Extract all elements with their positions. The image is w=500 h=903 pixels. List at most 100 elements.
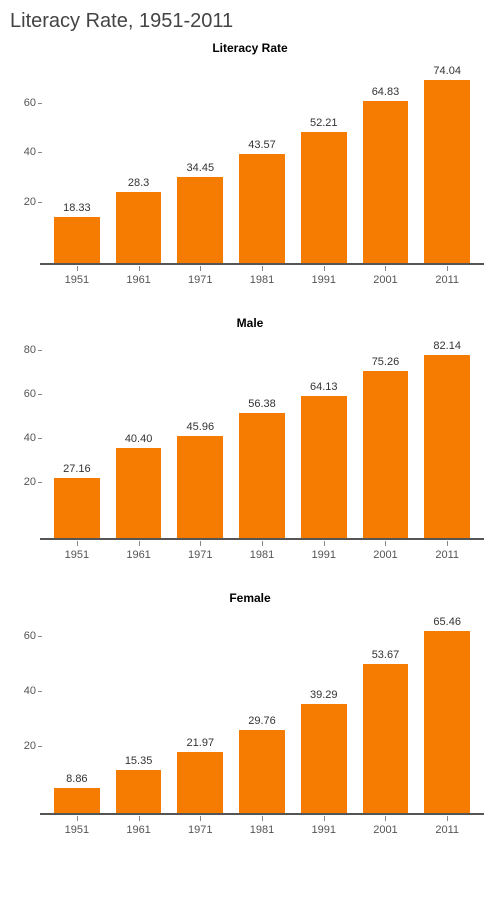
chart-plot: 20406018.3328.334.4543.5752.2164.8374.04 <box>40 65 484 265</box>
bar-slot: 74.04 <box>416 65 478 263</box>
x-axis: 1951196119711981199120012011 <box>40 265 484 286</box>
x-tick: 1961 <box>108 541 170 561</box>
y-axis: 20406080 <box>6 340 36 538</box>
bar <box>301 396 347 539</box>
bar-slot: 64.83 <box>355 65 417 263</box>
bar <box>54 788 100 813</box>
bar <box>301 132 347 263</box>
x-tick: 1991 <box>293 816 355 836</box>
x-tick: 1951 <box>46 816 108 836</box>
bar-value-label: 39.29 <box>310 689 338 701</box>
y-tick: 40 <box>6 146 36 158</box>
y-tick: 60 <box>6 630 36 642</box>
y-tick: 40 <box>6 685 36 697</box>
bar <box>116 770 162 813</box>
bar <box>424 80 470 263</box>
bar-value-label: 28.3 <box>128 177 149 189</box>
bar <box>424 355 470 538</box>
bar-slot: 27.16 <box>46 340 108 538</box>
bar <box>54 217 100 263</box>
bar-slot: 65.46 <box>416 615 478 813</box>
bar <box>424 631 470 813</box>
x-tick: 1961 <box>108 266 170 286</box>
charts-container: Literacy Rate 20 40 60 18.33 28.3 34.45 43.57 52… <box>6 41 494 836</box>
bar-slot: 75.26 <box>355 340 417 538</box>
bar <box>177 177 223 263</box>
y-tick: 40 <box>6 432 36 444</box>
bar-value-label: 52.21 <box>310 117 338 129</box>
bar <box>363 101 409 263</box>
x-tick: 2011 <box>416 541 478 561</box>
bar <box>239 154 285 263</box>
x-axis: 1951196119711981199120012011 <box>40 815 484 836</box>
bar-value-label: 82.14 <box>433 340 461 352</box>
bar-value-label: 27.16 <box>63 463 91 475</box>
bar-value-label: 45.96 <box>187 421 215 433</box>
bar-value-label: 43.57 <box>248 139 276 151</box>
x-tick: 2001 <box>355 541 417 561</box>
bar-slot: 34.45 <box>169 65 231 263</box>
bar-value-label: 75.26 <box>372 356 400 368</box>
x-tick: 1951 <box>46 541 108 561</box>
x-tick: 2001 <box>355 266 417 286</box>
bar-value-label: 56.38 <box>248 398 276 410</box>
bar-value-label: 74.04 <box>433 65 461 77</box>
chart-block: Male2040608027.1640.4045.9656.3864.1375.… <box>6 316 494 561</box>
bar-slot: 53.67 <box>355 615 417 813</box>
bar <box>54 478 100 538</box>
bar-value-label: 64.13 <box>310 381 338 393</box>
bar-slot: 82.14 <box>416 340 478 538</box>
x-tick: 1971 <box>169 541 231 561</box>
chart-block: Literacy Rate 20 40 60 18.33 28.3 34.45 43.57 52… <box>6 41 494 286</box>
y-tick: 20 <box>6 196 36 208</box>
x-tick: 2001 <box>355 816 417 836</box>
bar <box>177 436 223 538</box>
bar-slot: 52.21 <box>293 65 355 263</box>
bar-value-label: 21.97 <box>187 737 215 749</box>
x-tick: 2011 <box>416 816 478 836</box>
chart-title: Male <box>6 316 494 330</box>
bar <box>363 664 409 813</box>
bar-value-label: 40.40 <box>125 433 153 445</box>
bar-value-label: 65.46 <box>433 616 461 628</box>
bar-slot: 40.40 <box>108 340 170 538</box>
x-tick: 1971 <box>169 816 231 836</box>
x-tick: 1991 <box>293 266 355 286</box>
bar-slot: 18.33 <box>46 65 108 263</box>
bar-value-label: 15.35 <box>125 755 153 767</box>
y-tick: 20 <box>6 740 36 752</box>
bar-slot: 29.76 <box>231 615 293 813</box>
y-tick: 20 <box>6 476 36 488</box>
y-tick: 80 <box>6 344 36 356</box>
bar-slot: 28.3 <box>108 65 170 263</box>
y-axis: 20 40 60 <box>6 615 36 813</box>
bar-slot: 43.57 <box>231 65 293 263</box>
x-tick: 1951 <box>46 266 108 286</box>
bar-value-label: 64.83 <box>372 86 400 98</box>
bars-row: 27.16 40.40 45.96 56.38 64.13 75.26 82.14 <box>40 340 484 538</box>
x-tick: 1981 <box>231 816 293 836</box>
bar <box>177 752 223 813</box>
bar <box>301 704 347 813</box>
bar-value-label: 53.67 <box>372 649 400 661</box>
bar-slot: 8.86 <box>46 615 108 813</box>
bar-value-label: 34.45 <box>187 162 215 174</box>
chart-plot: 2040608.8615.3521.9729.7639.2953.6765.46 <box>40 615 484 815</box>
bar-slot: 45.96 <box>169 340 231 538</box>
bar <box>116 192 162 263</box>
x-tick: 1971 <box>169 266 231 286</box>
bars-row: 8.86 15.35 21.97 29.76 39.29 53.67 65.46 <box>40 615 484 813</box>
y-axis: 20 40 60 <box>6 65 36 263</box>
bar-value-label: 8.86 <box>66 773 87 785</box>
bar-slot: 64.13 <box>293 340 355 538</box>
x-tick: 1991 <box>293 541 355 561</box>
bar-value-label: 29.76 <box>248 715 276 727</box>
bar <box>239 413 285 538</box>
chart-title: Female <box>6 591 494 605</box>
bar <box>239 730 285 813</box>
x-tick: 2011 <box>416 266 478 286</box>
y-tick: 60 <box>6 97 36 109</box>
x-axis: 1951196119711981199120012011 <box>40 540 484 561</box>
chart-title: Literacy Rate <box>6 41 494 55</box>
bar-slot: 21.97 <box>169 615 231 813</box>
